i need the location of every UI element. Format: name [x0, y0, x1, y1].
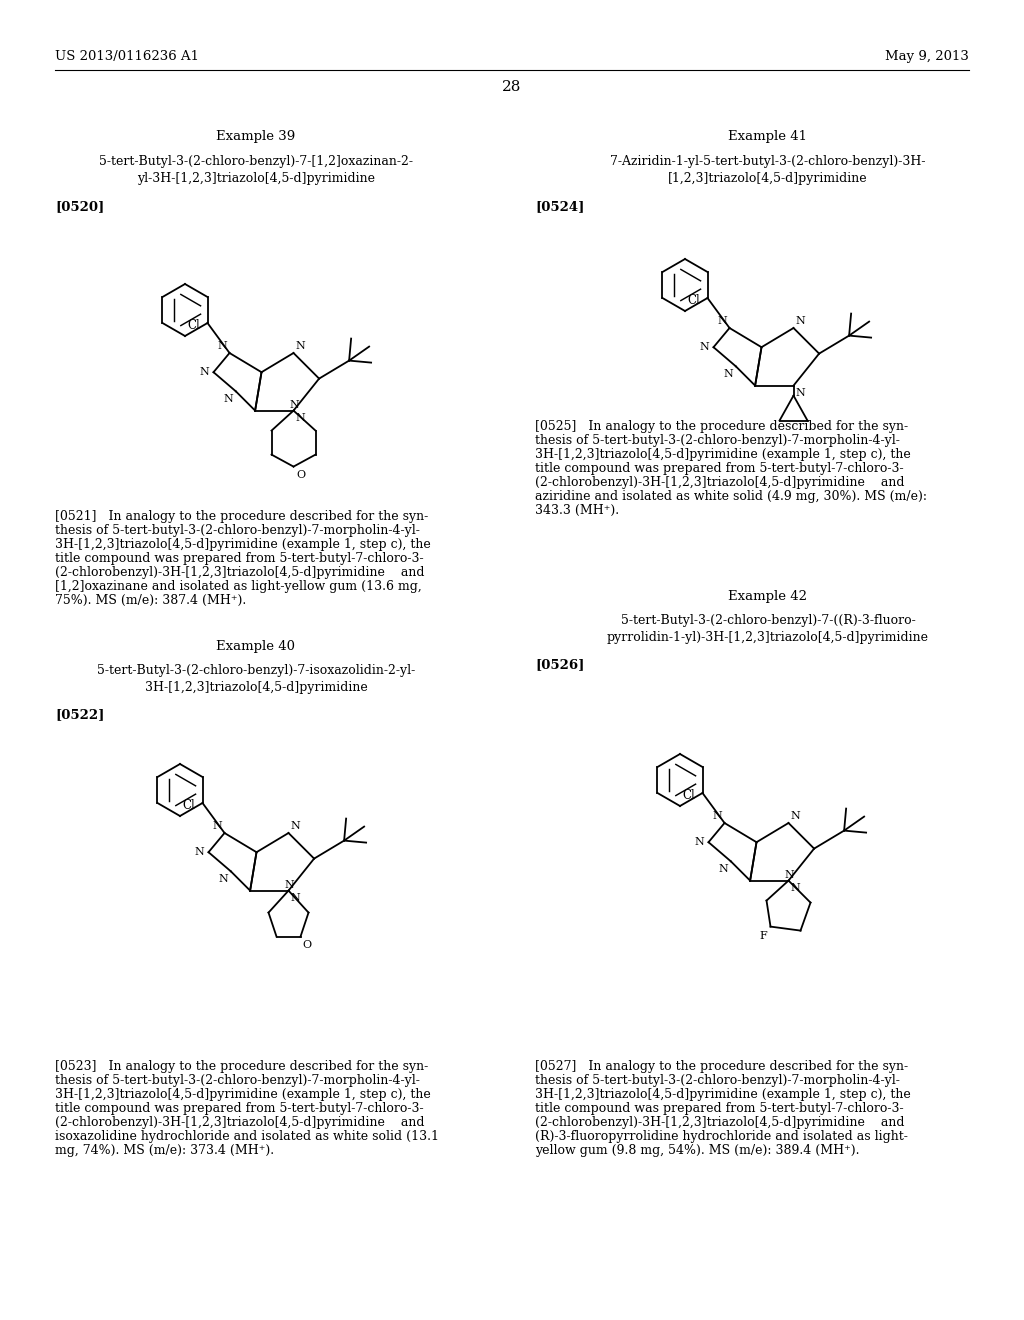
Text: 5-tert-Butyl-3-(2-chloro-benzyl)-7-[1,2]oxazinan-2-: 5-tert-Butyl-3-(2-chloro-benzyl)-7-[1,2]… — [99, 154, 413, 168]
Text: aziridine and isolated as white solid (4.9 mg, 30%). MS (m/e):: aziridine and isolated as white solid (4… — [535, 490, 927, 503]
Text: thesis of 5-tert-butyl-3-(2-chloro-benzyl)-7-morpholin-4-yl-: thesis of 5-tert-butyl-3-(2-chloro-benzy… — [55, 1074, 420, 1086]
Text: N: N — [291, 892, 300, 903]
Text: [0525]   In analogy to the procedure described for the syn-: [0525] In analogy to the procedure descr… — [535, 420, 908, 433]
Text: (2-chlorobenzyl)-3H-[1,2,3]triazolo[4,5-d]pyrimidine    and: (2-chlorobenzyl)-3H-[1,2,3]triazolo[4,5-… — [55, 1115, 425, 1129]
Text: N: N — [213, 821, 222, 832]
Text: isoxazolidine hydrochloride and isolated as white solid (13.1: isoxazolidine hydrochloride and isolated… — [55, 1130, 439, 1143]
Text: N: N — [296, 413, 305, 422]
Text: N: N — [723, 370, 733, 379]
Text: 3H-[1,2,3]triazolo[4,5-d]pyrimidine (example 1, step c), the: 3H-[1,2,3]triazolo[4,5-d]pyrimidine (exa… — [55, 539, 431, 550]
Text: pyrrolidin-1-yl)-3H-[1,2,3]triazolo[4,5-d]pyrimidine: pyrrolidin-1-yl)-3H-[1,2,3]triazolo[4,5-… — [607, 631, 929, 644]
Text: thesis of 5-tert-butyl-3-(2-chloro-benzyl)-7-morpholin-4-yl-: thesis of 5-tert-butyl-3-(2-chloro-benzy… — [535, 434, 900, 447]
Text: [1,2]oxazinane and isolated as light-yellow gum (13.6 mg,: [1,2]oxazinane and isolated as light-yel… — [55, 579, 422, 593]
Text: N: N — [296, 341, 305, 351]
Text: thesis of 5-tert-butyl-3-(2-chloro-benzyl)-7-morpholin-4-yl-: thesis of 5-tert-butyl-3-(2-chloro-benzy… — [55, 524, 420, 537]
Text: 3H-[1,2,3]triazolo[4,5-d]pyrimidine (example 1, step c), the: 3H-[1,2,3]triazolo[4,5-d]pyrimidine (exa… — [535, 447, 910, 461]
Text: [0523]   In analogy to the procedure described for the syn-: [0523] In analogy to the procedure descr… — [55, 1060, 428, 1073]
Text: US 2013/0116236 A1: US 2013/0116236 A1 — [55, 50, 199, 63]
Text: N: N — [718, 315, 727, 326]
Text: N: N — [796, 388, 805, 397]
Text: Example 39: Example 39 — [216, 129, 296, 143]
Text: (2-chlorobenzyl)-3H-[1,2,3]triazolo[4,5-d]pyrimidine    and: (2-chlorobenzyl)-3H-[1,2,3]triazolo[4,5-… — [535, 477, 904, 488]
Text: O: O — [302, 940, 311, 949]
Text: mg, 74%). MS (m/e): 373.4 (MH⁺).: mg, 74%). MS (m/e): 373.4 (MH⁺). — [55, 1144, 274, 1158]
Text: 3H-[1,2,3]triazolo[4,5-d]pyrimidine (example 1, step c), the: 3H-[1,2,3]triazolo[4,5-d]pyrimidine (exa… — [535, 1088, 910, 1101]
Text: Cl: Cl — [682, 789, 694, 803]
Text: O: O — [297, 470, 305, 479]
Text: [0521]   In analogy to the procedure described for the syn-: [0521] In analogy to the procedure descr… — [55, 510, 428, 523]
Text: (R)-3-fluoropyrrolidine hydrochloride and isolated as light-: (R)-3-fluoropyrrolidine hydrochloride an… — [535, 1130, 908, 1143]
Text: 3H-[1,2,3]triazolo[4,5-d]pyrimidine: 3H-[1,2,3]triazolo[4,5-d]pyrimidine — [144, 681, 368, 694]
Text: (2-chlorobenzyl)-3H-[1,2,3]triazolo[4,5-d]pyrimidine    and: (2-chlorobenzyl)-3H-[1,2,3]triazolo[4,5-… — [55, 566, 425, 579]
Text: [0522]: [0522] — [55, 708, 104, 721]
Text: [0520]: [0520] — [55, 201, 104, 213]
Text: Cl: Cl — [687, 294, 699, 308]
Text: May 9, 2013: May 9, 2013 — [885, 50, 969, 63]
Text: title compound was prepared from 5-tert-butyl-7-chloro-3-: title compound was prepared from 5-tert-… — [55, 552, 424, 565]
Text: yl-3H-[1,2,3]triazolo[4,5-d]pyrimidine: yl-3H-[1,2,3]triazolo[4,5-d]pyrimidine — [137, 172, 375, 185]
Text: N: N — [285, 879, 294, 890]
Text: Example 42: Example 42 — [728, 590, 808, 603]
Text: yellow gum (9.8 mg, 54%). MS (m/e): 389.4 (MH⁺).: yellow gum (9.8 mg, 54%). MS (m/e): 389.… — [535, 1144, 859, 1158]
Text: N: N — [218, 341, 227, 351]
Text: 5-tert-Butyl-3-(2-chloro-benzyl)-7-((R)-3-fluoro-: 5-tert-Butyl-3-(2-chloro-benzyl)-7-((R)-… — [621, 614, 915, 627]
Text: [0524]: [0524] — [535, 201, 585, 213]
Text: N: N — [791, 810, 801, 821]
Text: 3H-[1,2,3]triazolo[4,5-d]pyrimidine (example 1, step c), the: 3H-[1,2,3]triazolo[4,5-d]pyrimidine (exa… — [55, 1088, 431, 1101]
Text: N: N — [291, 821, 300, 832]
Text: N: N — [718, 865, 728, 874]
Text: Example 41: Example 41 — [728, 129, 808, 143]
Text: [0526]: [0526] — [535, 657, 585, 671]
Text: 343.3 (MH⁺).: 343.3 (MH⁺). — [535, 504, 620, 517]
Text: (2-chlorobenzyl)-3H-[1,2,3]triazolo[4,5-d]pyrimidine    and: (2-chlorobenzyl)-3H-[1,2,3]triazolo[4,5-… — [535, 1115, 904, 1129]
Text: Cl: Cl — [187, 319, 200, 333]
Text: N: N — [290, 400, 299, 409]
Text: [0527]   In analogy to the procedure described for the syn-: [0527] In analogy to the procedure descr… — [535, 1060, 908, 1073]
Text: N: N — [223, 395, 232, 404]
Text: Example 40: Example 40 — [216, 640, 296, 653]
Text: 5-tert-Butyl-3-(2-chloro-benzyl)-7-isoxazolidin-2-yl-: 5-tert-Butyl-3-(2-chloro-benzyl)-7-isoxa… — [97, 664, 415, 677]
Text: title compound was prepared from 5-tert-butyl-7-chloro-3-: title compound was prepared from 5-tert-… — [535, 1102, 903, 1115]
Text: thesis of 5-tert-butyl-3-(2-chloro-benzyl)-7-morpholin-4-yl-: thesis of 5-tert-butyl-3-(2-chloro-benzy… — [535, 1074, 900, 1086]
Text: N: N — [694, 837, 705, 847]
Text: 75%). MS (m/e): 387.4 (MH⁺).: 75%). MS (m/e): 387.4 (MH⁺). — [55, 594, 246, 607]
Text: N: N — [699, 342, 710, 352]
Text: N: N — [791, 883, 801, 892]
Text: [1,2,3]triazolo[4,5-d]pyrimidine: [1,2,3]triazolo[4,5-d]pyrimidine — [669, 172, 867, 185]
Text: title compound was prepared from 5-tert-butyl-7-chloro-3-: title compound was prepared from 5-tert-… — [535, 462, 903, 475]
Text: N: N — [784, 870, 795, 879]
Text: Cl: Cl — [182, 799, 195, 812]
Text: N: N — [713, 810, 723, 821]
Text: 28: 28 — [503, 81, 521, 94]
Text: N: N — [195, 847, 205, 857]
Text: N: N — [796, 315, 805, 326]
Text: title compound was prepared from 5-tert-butyl-7-chloro-3-: title compound was prepared from 5-tert-… — [55, 1102, 424, 1115]
Text: N: N — [218, 874, 228, 884]
Text: F: F — [760, 931, 768, 941]
Text: 7-Aziridin-1-yl-5-tert-butyl-3-(2-chloro-benzyl)-3H-: 7-Aziridin-1-yl-5-tert-butyl-3-(2-chloro… — [610, 154, 926, 168]
Text: N: N — [200, 367, 210, 378]
